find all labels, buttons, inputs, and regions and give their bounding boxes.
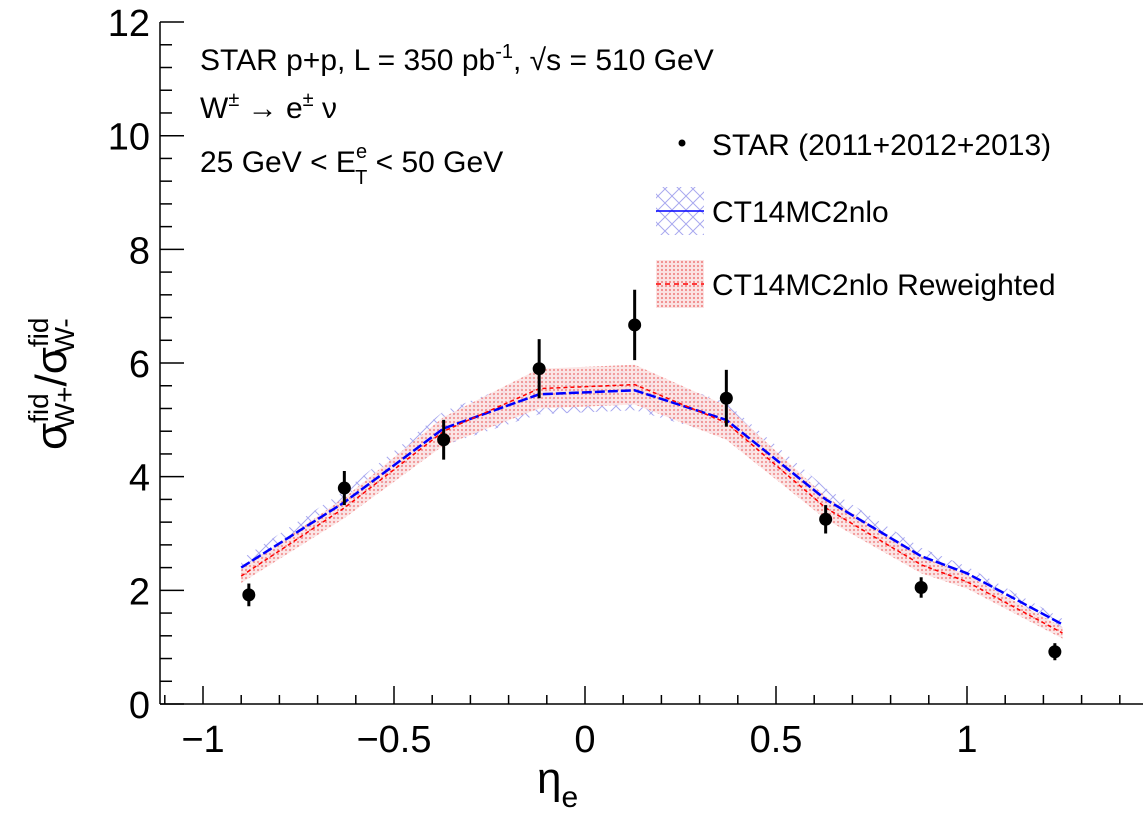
ct14-line bbox=[240, 389, 1064, 626]
y-tick-label: 4 bbox=[129, 458, 150, 500]
data-marker bbox=[819, 512, 833, 526]
data-marker bbox=[1048, 645, 1062, 659]
data-marker bbox=[628, 318, 642, 332]
legend: STAR (2011+2012+2013) CT14MC2nlo CT14MC2… bbox=[656, 129, 1056, 308]
data-point bbox=[437, 419, 451, 460]
y-label-slash: / bbox=[27, 373, 76, 386]
svg-text:ηe: ηe bbox=[537, 754, 578, 814]
annotations: STAR p+p, L = 350 pb-1, √s = 510 GeV W± … bbox=[200, 41, 714, 189]
x-tick-label: 0 bbox=[574, 719, 595, 761]
x-label-main: η bbox=[537, 754, 561, 803]
y-label-den-sub: W- bbox=[49, 318, 80, 353]
data-point bbox=[1048, 643, 1062, 661]
data-marker bbox=[337, 481, 351, 495]
y-label-num-sup: fid bbox=[23, 393, 54, 423]
svg-text:σfidW+/σfidW-: σfidW+/σfidW- bbox=[23, 318, 80, 450]
y-label-num-sub: W+ bbox=[49, 386, 80, 429]
x-tick-label: −0.5 bbox=[356, 719, 431, 761]
x-tick-label: 0.5 bbox=[750, 719, 803, 761]
y-tick-label: 10 bbox=[108, 117, 150, 159]
legend-marker-points bbox=[678, 139, 686, 147]
x-ticks: −1 −0.5 0 0.5 1 bbox=[164, 686, 1121, 761]
legend-label-ct14: CT14MC2nlo bbox=[712, 196, 889, 229]
y-tick-label: 12 bbox=[108, 3, 150, 45]
annotation-line-2: W± → e± ν bbox=[200, 89, 337, 125]
y-tick-label: 6 bbox=[129, 344, 150, 386]
y-ticks: 0 2 4 6 8 10 12 bbox=[108, 3, 184, 727]
x-label-sub: e bbox=[561, 781, 578, 814]
y-label-den: σ bbox=[27, 347, 76, 374]
data-points bbox=[242, 289, 1062, 661]
legend-label-reweighted: CT14MC2nlo Reweighted bbox=[712, 269, 1056, 302]
x-axis-label: ηe bbox=[537, 754, 578, 814]
x-tick-label: 1 bbox=[956, 719, 977, 761]
data-point bbox=[914, 577, 928, 598]
legend-entry-ct14: CT14MC2nlo bbox=[656, 187, 889, 235]
uncertainty-bands bbox=[241, 364, 1063, 639]
ct14-reweighted-band bbox=[241, 364, 1063, 639]
y-label-num: σ bbox=[27, 423, 76, 450]
y-tick-label: 0 bbox=[129, 685, 150, 727]
y-axis-label: σfidW+/σfidW- bbox=[23, 318, 80, 450]
annotation-line-3: 25 GeV < Ee T < 50 GeV bbox=[200, 141, 503, 189]
data-point bbox=[719, 369, 733, 427]
y-tick-label: 8 bbox=[129, 230, 150, 272]
data-point bbox=[337, 470, 351, 506]
central-curves bbox=[240, 383, 1064, 634]
data-point bbox=[532, 339, 546, 399]
data-marker bbox=[437, 433, 451, 447]
annotation-line-1: STAR p+p, L = 350 pb-1, √s = 510 GeV bbox=[200, 41, 714, 77]
y-label-den-sup: fid bbox=[23, 318, 54, 348]
legend-label-star: STAR (2011+2012+2013) bbox=[712, 129, 1051, 162]
data-point bbox=[628, 289, 642, 361]
axes: −1 −0.5 0 0.5 1 0 2 4 6 8 10 12 bbox=[108, 3, 1143, 761]
data-marker bbox=[914, 580, 928, 594]
data-marker bbox=[719, 391, 733, 405]
data-marker bbox=[242, 588, 256, 602]
legend-entry-ct14-reweighted: CT14MC2nlo Reweighted bbox=[656, 260, 1056, 308]
data-point bbox=[242, 583, 256, 607]
y-tick-label: 2 bbox=[129, 571, 150, 613]
ct14-reweighted-line bbox=[240, 383, 1063, 634]
legend-entry-star: STAR (2011+2012+2013) bbox=[678, 129, 1051, 162]
data-marker bbox=[532, 362, 546, 376]
data-point bbox=[819, 505, 833, 534]
x-tick-label: −1 bbox=[181, 719, 224, 761]
